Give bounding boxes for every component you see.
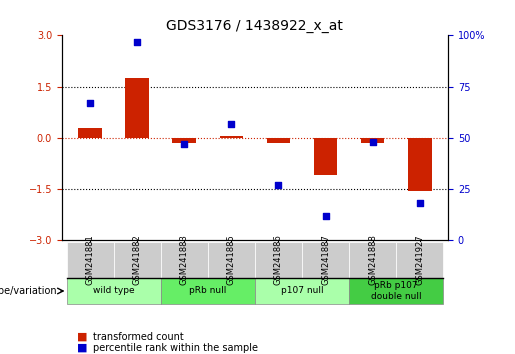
Text: GSM241927: GSM241927 — [415, 235, 424, 285]
Bar — [396, 242, 443, 278]
Text: GSM241885: GSM241885 — [227, 235, 236, 285]
Point — [321, 213, 330, 219]
Bar — [208, 242, 255, 278]
Point — [86, 100, 94, 106]
Bar — [161, 242, 208, 278]
Text: p107 null: p107 null — [281, 286, 323, 296]
Bar — [125, 78, 149, 138]
Bar — [114, 242, 161, 278]
Bar — [78, 128, 102, 138]
Bar — [255, 278, 349, 304]
Bar — [361, 138, 385, 143]
Bar — [314, 138, 337, 176]
Text: ■: ■ — [77, 332, 88, 342]
Bar — [349, 242, 396, 278]
Bar — [302, 242, 349, 278]
Text: GSM241888: GSM241888 — [368, 234, 377, 285]
Point — [416, 201, 424, 206]
Bar — [408, 138, 432, 191]
Bar — [66, 278, 161, 304]
Bar — [219, 136, 243, 138]
Text: genotype/variation: genotype/variation — [0, 286, 57, 296]
Text: GSM241887: GSM241887 — [321, 234, 330, 285]
Text: pRb p107
double null: pRb p107 double null — [371, 281, 422, 301]
Point — [274, 182, 283, 188]
Point — [369, 139, 377, 145]
Bar — [66, 242, 114, 278]
Bar — [173, 138, 196, 143]
Text: pRb null: pRb null — [189, 286, 227, 296]
Point — [133, 39, 141, 44]
Text: ■: ■ — [77, 343, 88, 353]
Title: GDS3176 / 1438922_x_at: GDS3176 / 1438922_x_at — [166, 19, 344, 33]
Bar — [255, 242, 302, 278]
Text: GSM241882: GSM241882 — [133, 235, 142, 285]
Text: GSM241883: GSM241883 — [180, 234, 189, 285]
Bar — [161, 278, 255, 304]
Bar — [267, 138, 290, 143]
Point — [227, 121, 235, 126]
Text: GSM241886: GSM241886 — [274, 234, 283, 285]
Text: transformed count: transformed count — [93, 332, 183, 342]
Bar — [349, 278, 443, 304]
Text: percentile rank within the sample: percentile rank within the sample — [93, 343, 258, 353]
Text: GSM241881: GSM241881 — [85, 235, 95, 285]
Point — [180, 141, 188, 147]
Text: wild type: wild type — [93, 286, 134, 296]
